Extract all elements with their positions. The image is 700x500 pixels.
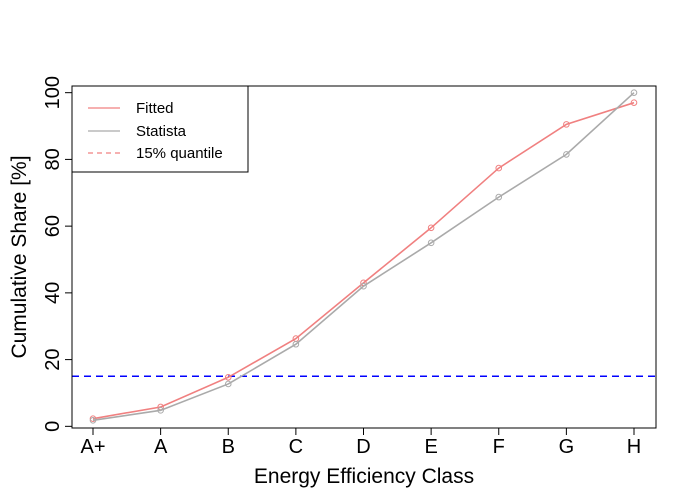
series-line-statista	[92, 92, 635, 422]
data-point-statista-f	[495, 193, 503, 201]
data-point-fitted-e	[427, 224, 435, 232]
y-tick-label-40: 40	[42, 282, 64, 304]
legend-label-fitted: Fitted	[136, 100, 174, 117]
plot-marks	[72, 89, 656, 424]
axes: A+ A B C D E F G H 0 20 40 60 80 100	[42, 76, 641, 458]
data-point-statista-c	[292, 340, 300, 348]
legend-box	[71, 85, 249, 173]
x-tick-label-a-plus: A+	[80, 436, 105, 458]
data-point-fitted-b	[224, 373, 232, 381]
series-line-fitted	[92, 101, 635, 420]
legend-label-quantile: 15% quantile	[136, 145, 223, 162]
data-point-statista-h	[630, 89, 638, 96]
y-tick-label-20: 20	[42, 348, 64, 370]
legend-label-statista: Statista	[136, 123, 187, 140]
data-point-fitted-f	[495, 164, 503, 172]
y-tick-label-0: 0	[42, 421, 64, 432]
y-tick-label-80: 80	[42, 148, 64, 170]
y-tick-label-60: 60	[42, 215, 64, 237]
data-point-statista-e	[427, 239, 435, 247]
x-tick-label-g: G	[559, 436, 575, 458]
x-tick-label-e: E	[424, 436, 437, 458]
data-point-statista-a	[157, 407, 164, 414]
data-point-statista-d	[360, 282, 367, 290]
x-tick-label-d: D	[356, 436, 370, 458]
data-point-fitted-h	[630, 99, 638, 106]
x-tick-label-f: F	[493, 436, 505, 458]
x-tick-label-h: H	[627, 436, 641, 458]
x-tick-label-c: C	[289, 436, 303, 458]
data-point-statista-b	[224, 380, 232, 388]
data-point-statista-g	[563, 151, 570, 158]
y-axis-title: Cumulative Share [%]	[8, 155, 31, 358]
x-tick-label-a: A	[154, 436, 168, 458]
data-point-statista-a-plus	[89, 417, 97, 424]
data-point-fitted-g	[563, 121, 570, 128]
legend: Fitted Statista 15% quantile	[71, 85, 249, 173]
x-tick-label-b: B	[222, 436, 235, 458]
y-tick-label-100: 100	[42, 76, 64, 109]
x-axis-title: Energy Efficiency Class	[254, 465, 474, 488]
